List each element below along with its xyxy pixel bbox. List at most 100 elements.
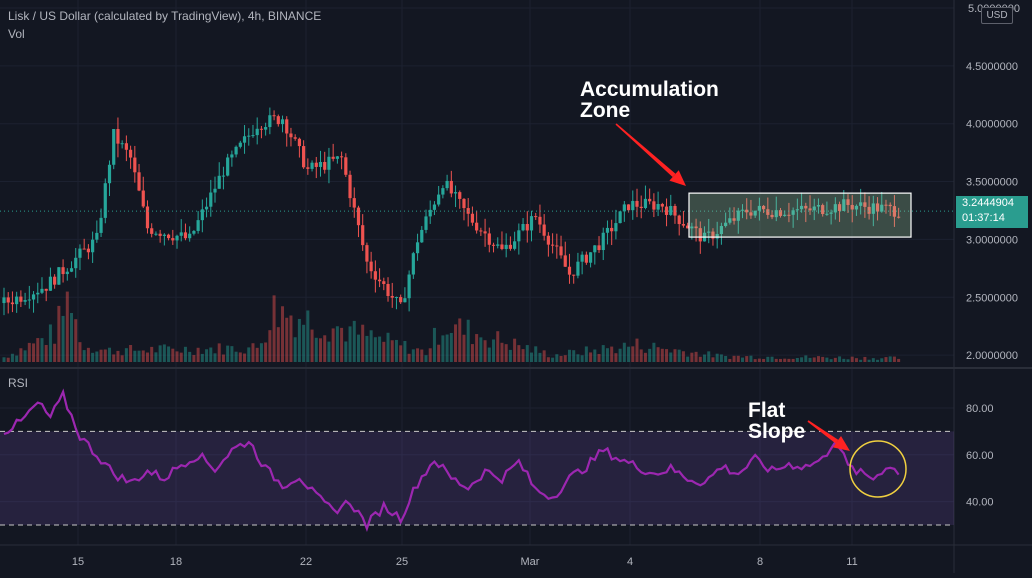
candle-body <box>513 241 517 249</box>
volume-bar <box>137 350 141 362</box>
volume-bar <box>150 346 154 362</box>
candle-body <box>297 138 301 147</box>
candle-body <box>740 209 745 211</box>
accumulation-zone-annotation: Accumulation Zone <box>580 79 719 121</box>
candle-body <box>749 212 753 216</box>
rsi-label: RSI <box>8 376 29 390</box>
volume-bar <box>314 337 318 362</box>
candle-body <box>69 268 74 272</box>
candle-body <box>707 231 711 233</box>
candle-body <box>576 261 580 276</box>
volume-bar <box>247 347 251 362</box>
volume-bar <box>635 338 639 362</box>
volume-bar <box>289 315 293 362</box>
volume-bar <box>369 330 373 362</box>
volume-bar <box>593 349 597 362</box>
volume-bar <box>880 358 884 362</box>
candle-body <box>808 208 812 211</box>
candle-body <box>610 227 614 232</box>
volume-bar <box>82 350 86 362</box>
volume-bar <box>517 345 521 362</box>
price-tick-label: 2.5000000 <box>966 292 1018 304</box>
candle-body <box>799 205 804 210</box>
volume-bar <box>361 324 365 362</box>
candle-body <box>643 198 648 209</box>
volume-bar <box>27 342 31 362</box>
candle-body <box>690 226 694 229</box>
candle-body <box>15 296 19 305</box>
candle-body <box>753 210 757 216</box>
volume-bar <box>470 344 474 362</box>
volume-bar <box>669 352 673 362</box>
volume-bar <box>454 324 458 362</box>
time-tick-label: 18 <box>170 556 182 568</box>
volume-bar <box>403 340 407 362</box>
candle-body <box>323 161 327 170</box>
volume-bar <box>91 352 95 362</box>
volume-bar <box>221 354 225 362</box>
candle-body <box>247 135 251 137</box>
candle-body <box>137 172 141 191</box>
candle-body <box>95 232 99 240</box>
candle-body <box>382 281 386 284</box>
volume-bar <box>795 357 799 362</box>
candle-body <box>238 142 242 147</box>
volume-bar <box>319 338 322 362</box>
candle-body <box>327 156 331 170</box>
candle-body <box>107 164 112 184</box>
candle-body <box>711 231 715 239</box>
currency-badge[interactable]: USD <box>981 7 1013 24</box>
volume-bar <box>458 318 462 362</box>
volume-bar <box>217 343 221 362</box>
volume-bar <box>167 346 171 362</box>
candle-body <box>44 288 48 291</box>
volume-bar <box>618 348 622 362</box>
volume-bar <box>749 355 753 362</box>
volume-bar <box>816 356 820 362</box>
volume-bar <box>428 348 432 362</box>
candle-body <box>487 233 491 245</box>
volume-bar <box>610 346 614 362</box>
candle-body <box>529 216 534 231</box>
volume-bar <box>766 356 770 362</box>
candle-body <box>377 279 382 282</box>
volume-bar <box>500 342 504 362</box>
volume-bar <box>850 356 854 362</box>
last-price-tag: 3.2444904 01:37:14 <box>956 196 1028 228</box>
volume-bar <box>800 357 804 362</box>
volume-bar <box>2 357 6 362</box>
volume-bar <box>888 356 892 362</box>
candle-body <box>829 212 833 214</box>
volume-bar <box>268 330 272 362</box>
candle-body <box>462 198 466 209</box>
candle-body <box>289 133 293 138</box>
candle-body <box>196 220 200 231</box>
candle-body <box>635 200 639 207</box>
volume-label: Vol <box>8 27 25 41</box>
candle-body <box>757 205 761 211</box>
candle-body <box>179 232 183 236</box>
volume-bar <box>348 326 352 362</box>
candle-body <box>854 205 859 210</box>
candle-body <box>605 227 610 233</box>
candle-body <box>10 302 15 305</box>
volume-bar <box>622 342 626 362</box>
volume-bar <box>686 356 690 362</box>
volume-bar <box>715 353 719 362</box>
volume-bar <box>871 358 875 362</box>
candle-body <box>61 267 65 275</box>
volume-bar <box>103 349 107 362</box>
volume-bar <box>496 331 500 362</box>
candle-body <box>78 248 82 258</box>
volume-bar <box>238 352 242 362</box>
volume-bar <box>867 359 871 362</box>
candle-body <box>724 222 728 227</box>
volume-bar <box>99 349 103 362</box>
volume-bar <box>281 306 285 362</box>
candle-body <box>588 252 593 263</box>
volume-bar <box>462 334 466 362</box>
volume-bar <box>546 357 550 362</box>
volume-bar <box>15 355 19 362</box>
